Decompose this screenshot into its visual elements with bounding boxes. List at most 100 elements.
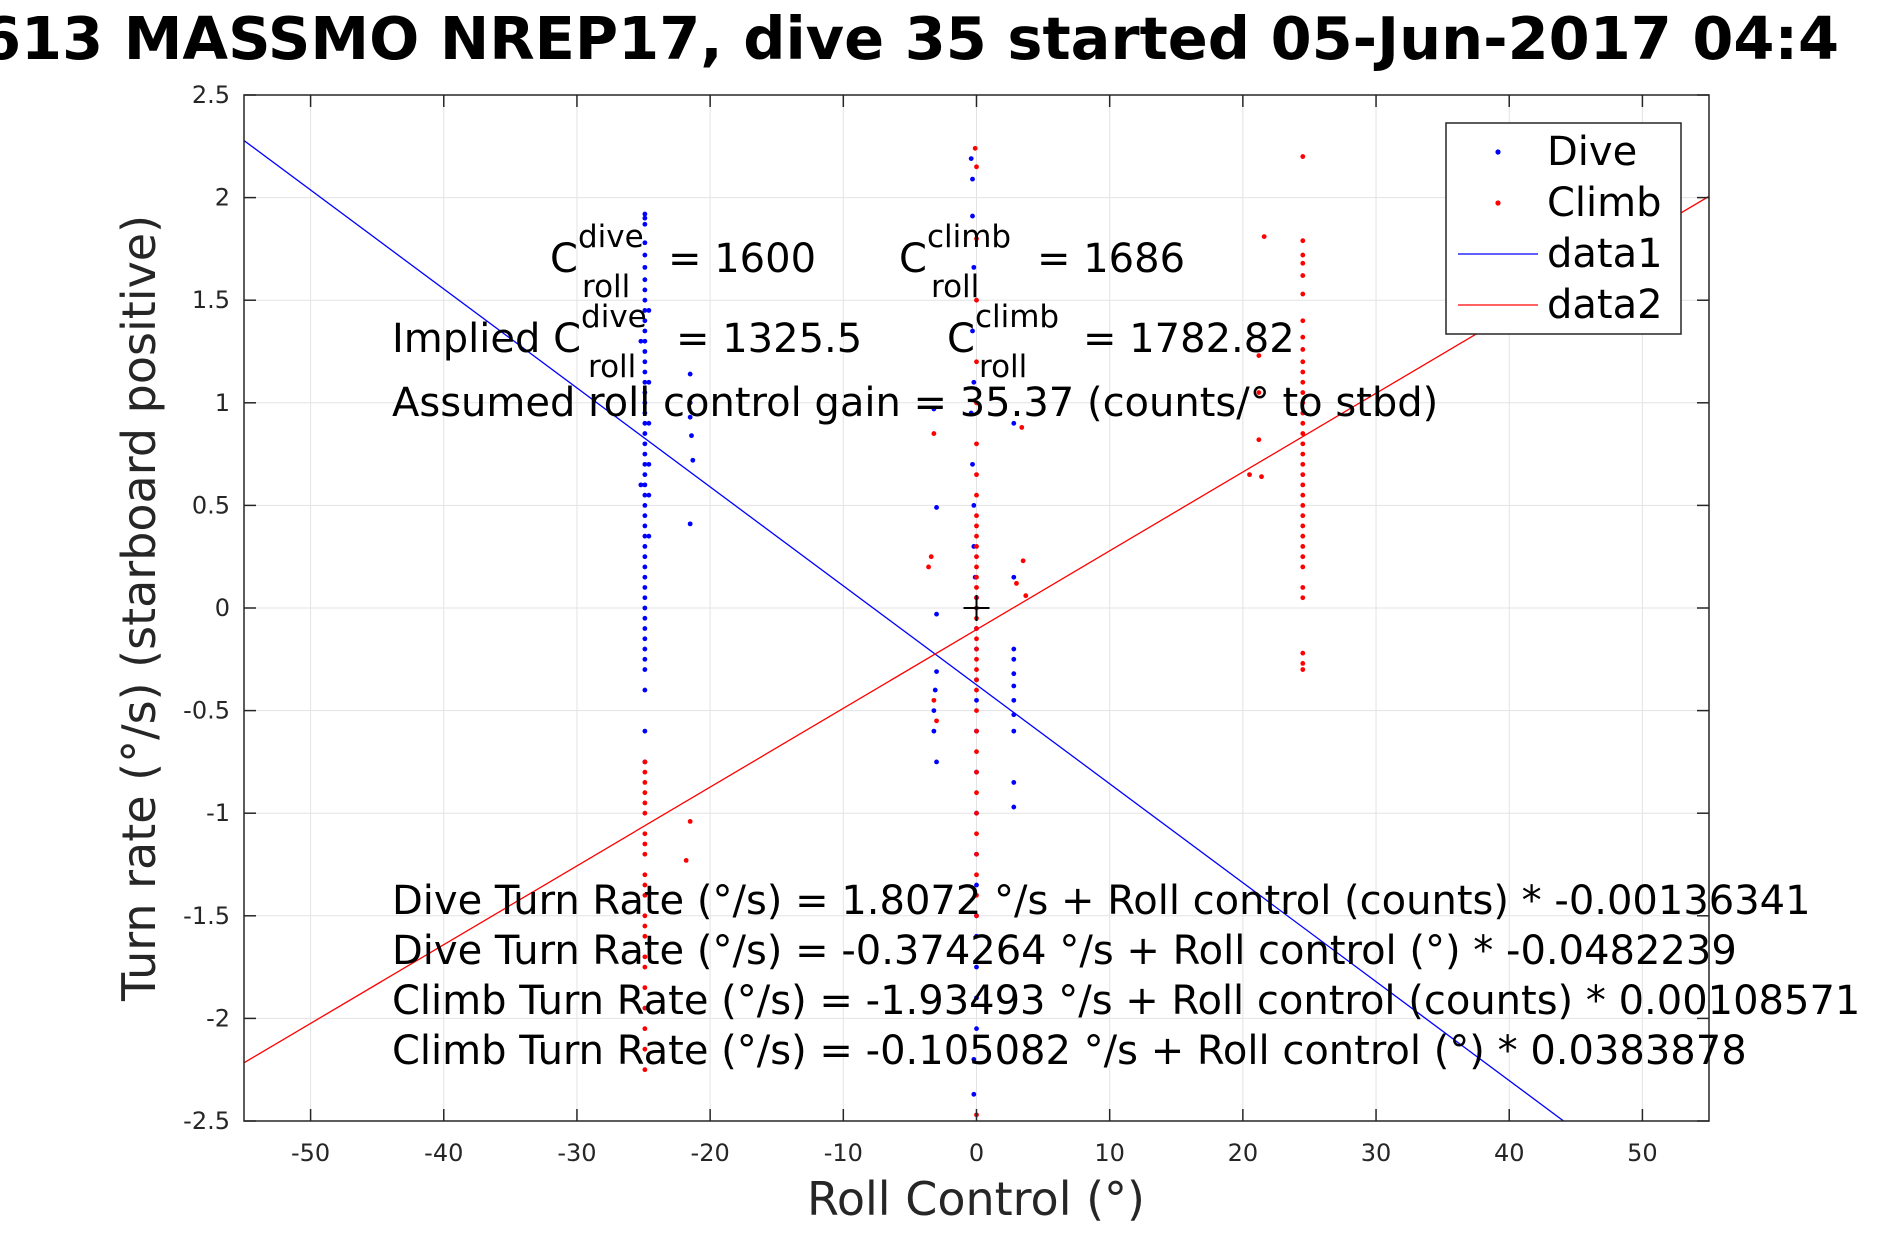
point-climb	[1300, 359, 1306, 365]
point-climb	[642, 933, 648, 939]
point-dive	[642, 574, 648, 580]
point-dive	[642, 472, 648, 478]
point-climb	[1300, 544, 1306, 549]
x-tick-label: -20	[691, 1139, 730, 1167]
origin-marker	[963, 595, 990, 621]
point-climb	[642, 851, 648, 857]
point-dive	[974, 933, 979, 939]
point-climb	[1020, 558, 1026, 564]
point-climb	[1023, 593, 1029, 599]
y-axis-label: Turn rate (°/s) (starboard positive)	[112, 215, 166, 1002]
point-dive	[642, 605, 648, 611]
implied-annotation: Implied Cdive roll= 1325.5 Cclimb roll= 178…	[392, 299, 1295, 385]
point-dive	[642, 636, 648, 642]
y-tick-label: 1	[215, 389, 230, 417]
point-climb	[683, 857, 689, 863]
y-tick-label: 2	[215, 184, 230, 212]
point-climb	[1300, 554, 1306, 560]
y-tick-label: 0.5	[192, 491, 230, 519]
point-dive	[642, 252, 648, 258]
point-dive	[1011, 646, 1017, 652]
point-climb	[974, 626, 979, 631]
point-climb	[1300, 441, 1306, 447]
point-climb	[974, 892, 979, 898]
x-tick-label: -10	[824, 1139, 863, 1167]
equation-dive-degrees: Dive Turn Rate (°/s) = -0.374264 °/s + R…	[392, 928, 1737, 974]
gain-annotation: Assumed roll control gain = 35.37 (count…	[392, 380, 1438, 426]
point-climb	[974, 728, 979, 734]
point-climb	[1300, 400, 1306, 406]
point-climb	[687, 819, 693, 824]
point-climb	[1261, 234, 1267, 239]
point-dive	[932, 687, 938, 693]
legend-label-data2: data2	[1547, 282, 1663, 328]
point-dive	[931, 708, 937, 713]
point-climb	[1300, 585, 1306, 590]
axis-ticks: -50 -40 -30 -20 -10 0 10 20 30 40 50-2.5-2-1.5-1-0…	[183, 81, 1709, 1167]
point-climb	[1300, 410, 1306, 416]
point-dive	[642, 308, 648, 313]
point-dive	[642, 656, 648, 662]
point-climb	[1300, 154, 1306, 159]
point-climb	[1256, 437, 1262, 443]
point-climb	[926, 564, 931, 570]
point-climb	[974, 656, 979, 662]
point-dive	[642, 379, 648, 385]
point-dive	[642, 431, 648, 436]
point-climb	[642, 1026, 648, 1032]
point-climb	[1300, 379, 1306, 385]
point-climb	[642, 913, 648, 919]
point-climb	[1300, 431, 1306, 436]
point-dive	[970, 328, 975, 334]
point-dive	[1011, 712, 1017, 718]
point-climb	[974, 749, 979, 755]
x-tick-label: 30	[1361, 1139, 1392, 1167]
point-dive	[687, 400, 693, 406]
point-dive	[970, 176, 975, 182]
point-climb	[642, 872, 648, 878]
x-tick-label: 10	[1094, 1139, 1125, 1167]
c-dive-annotation: Cdive roll= 1600	[550, 219, 816, 305]
point-dive	[1011, 804, 1017, 810]
point-dive	[638, 482, 644, 488]
y-tick-label: -2.5	[183, 1107, 230, 1135]
point-climb	[972, 145, 978, 151]
point-climb	[974, 851, 979, 857]
point-dive	[1011, 728, 1017, 734]
point-dive	[642, 461, 648, 467]
fit-line-data1	[244, 140, 1565, 1121]
point-dive	[1011, 671, 1017, 677]
point-climb	[931, 431, 937, 436]
legend-marker-climb	[1495, 200, 1501, 206]
x-tick-label: 50	[1627, 1139, 1658, 1167]
point-dive	[971, 264, 977, 270]
point-climb	[1300, 260, 1306, 266]
point-climb	[642, 759, 648, 765]
point-dive	[642, 667, 648, 672]
y-tick-label: 1.5	[192, 286, 230, 314]
equation-dive-counts: Dive Turn Rate (°/s) = 1.8072 °/s + Roll…	[392, 878, 1811, 924]
y-tick-label: -0.5	[183, 697, 230, 725]
point-dive	[642, 626, 648, 631]
legend-label-dive: Dive	[1547, 129, 1637, 175]
legend: Dive Climb data1 data2	[1445, 122, 1682, 335]
y-tick-label: -2	[206, 1004, 230, 1032]
point-dive	[642, 420, 648, 426]
point-dive	[971, 503, 977, 508]
point-climb	[1300, 482, 1306, 488]
point-dive	[974, 1026, 979, 1032]
point-climb	[1300, 390, 1306, 395]
point-dive	[1011, 780, 1017, 785]
point-dive	[642, 544, 648, 549]
equation-climb-degrees: Climb Turn Rate (°/s) = -0.105082 °/s + …	[392, 1028, 1747, 1074]
x-tick-label: -50	[291, 1139, 330, 1167]
point-climb	[974, 523, 979, 529]
point-dive	[689, 433, 694, 439]
legend-marker-dive	[1495, 149, 1501, 155]
point-dive	[931, 406, 937, 412]
x-tick-label: 20	[1228, 1139, 1259, 1167]
point-dive	[642, 211, 648, 217]
point-dive	[646, 461, 652, 467]
point-dive	[642, 287, 648, 293]
legend-label-climb: Climb	[1547, 180, 1662, 226]
